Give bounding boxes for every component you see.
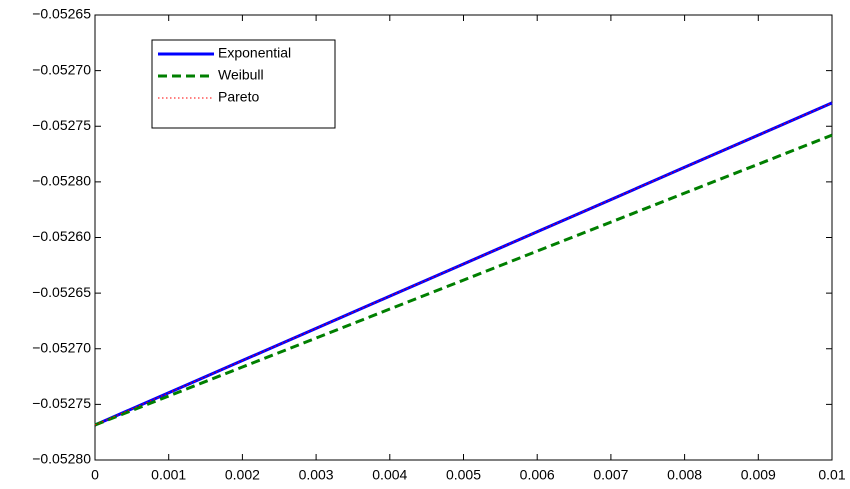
x-tick-label: 0.008 (667, 467, 702, 483)
x-tick-label: 0.005 (446, 467, 481, 483)
y-tick-label: −0.05280 (32, 173, 91, 189)
y-tick-label: −0.05280 (32, 451, 91, 467)
x-tick-label: 0 (91, 467, 99, 483)
legend-label: Exponential (218, 45, 291, 61)
legend-label: Pareto (218, 89, 259, 105)
x-tick-label: 0.002 (225, 467, 260, 483)
line-series (94, 101, 833, 427)
y-tick-label: −0.05265 (32, 6, 91, 22)
x-tick-label: 0.004 (372, 467, 407, 483)
x-tick-label: 0.009 (741, 467, 776, 483)
y-tick-label: −0.05260 (32, 228, 91, 244)
x-tick-label: 0.01 (818, 467, 845, 483)
y-tick-label: −0.05265 (32, 284, 91, 300)
y-tick-label: −0.05270 (32, 61, 91, 77)
y-tick-label: −0.05275 (32, 117, 91, 133)
legend-label: Weibull (218, 67, 264, 83)
y-tick-label: −0.05275 (32, 395, 91, 411)
x-tick-label: 0.007 (593, 467, 628, 483)
x-tick-label: 0.001 (151, 467, 186, 483)
y-tick-label: −0.05270 (32, 339, 91, 355)
line-series (94, 133, 833, 427)
x-tick-label: 0.006 (520, 467, 555, 483)
x-tick-label: 0.003 (299, 467, 334, 483)
